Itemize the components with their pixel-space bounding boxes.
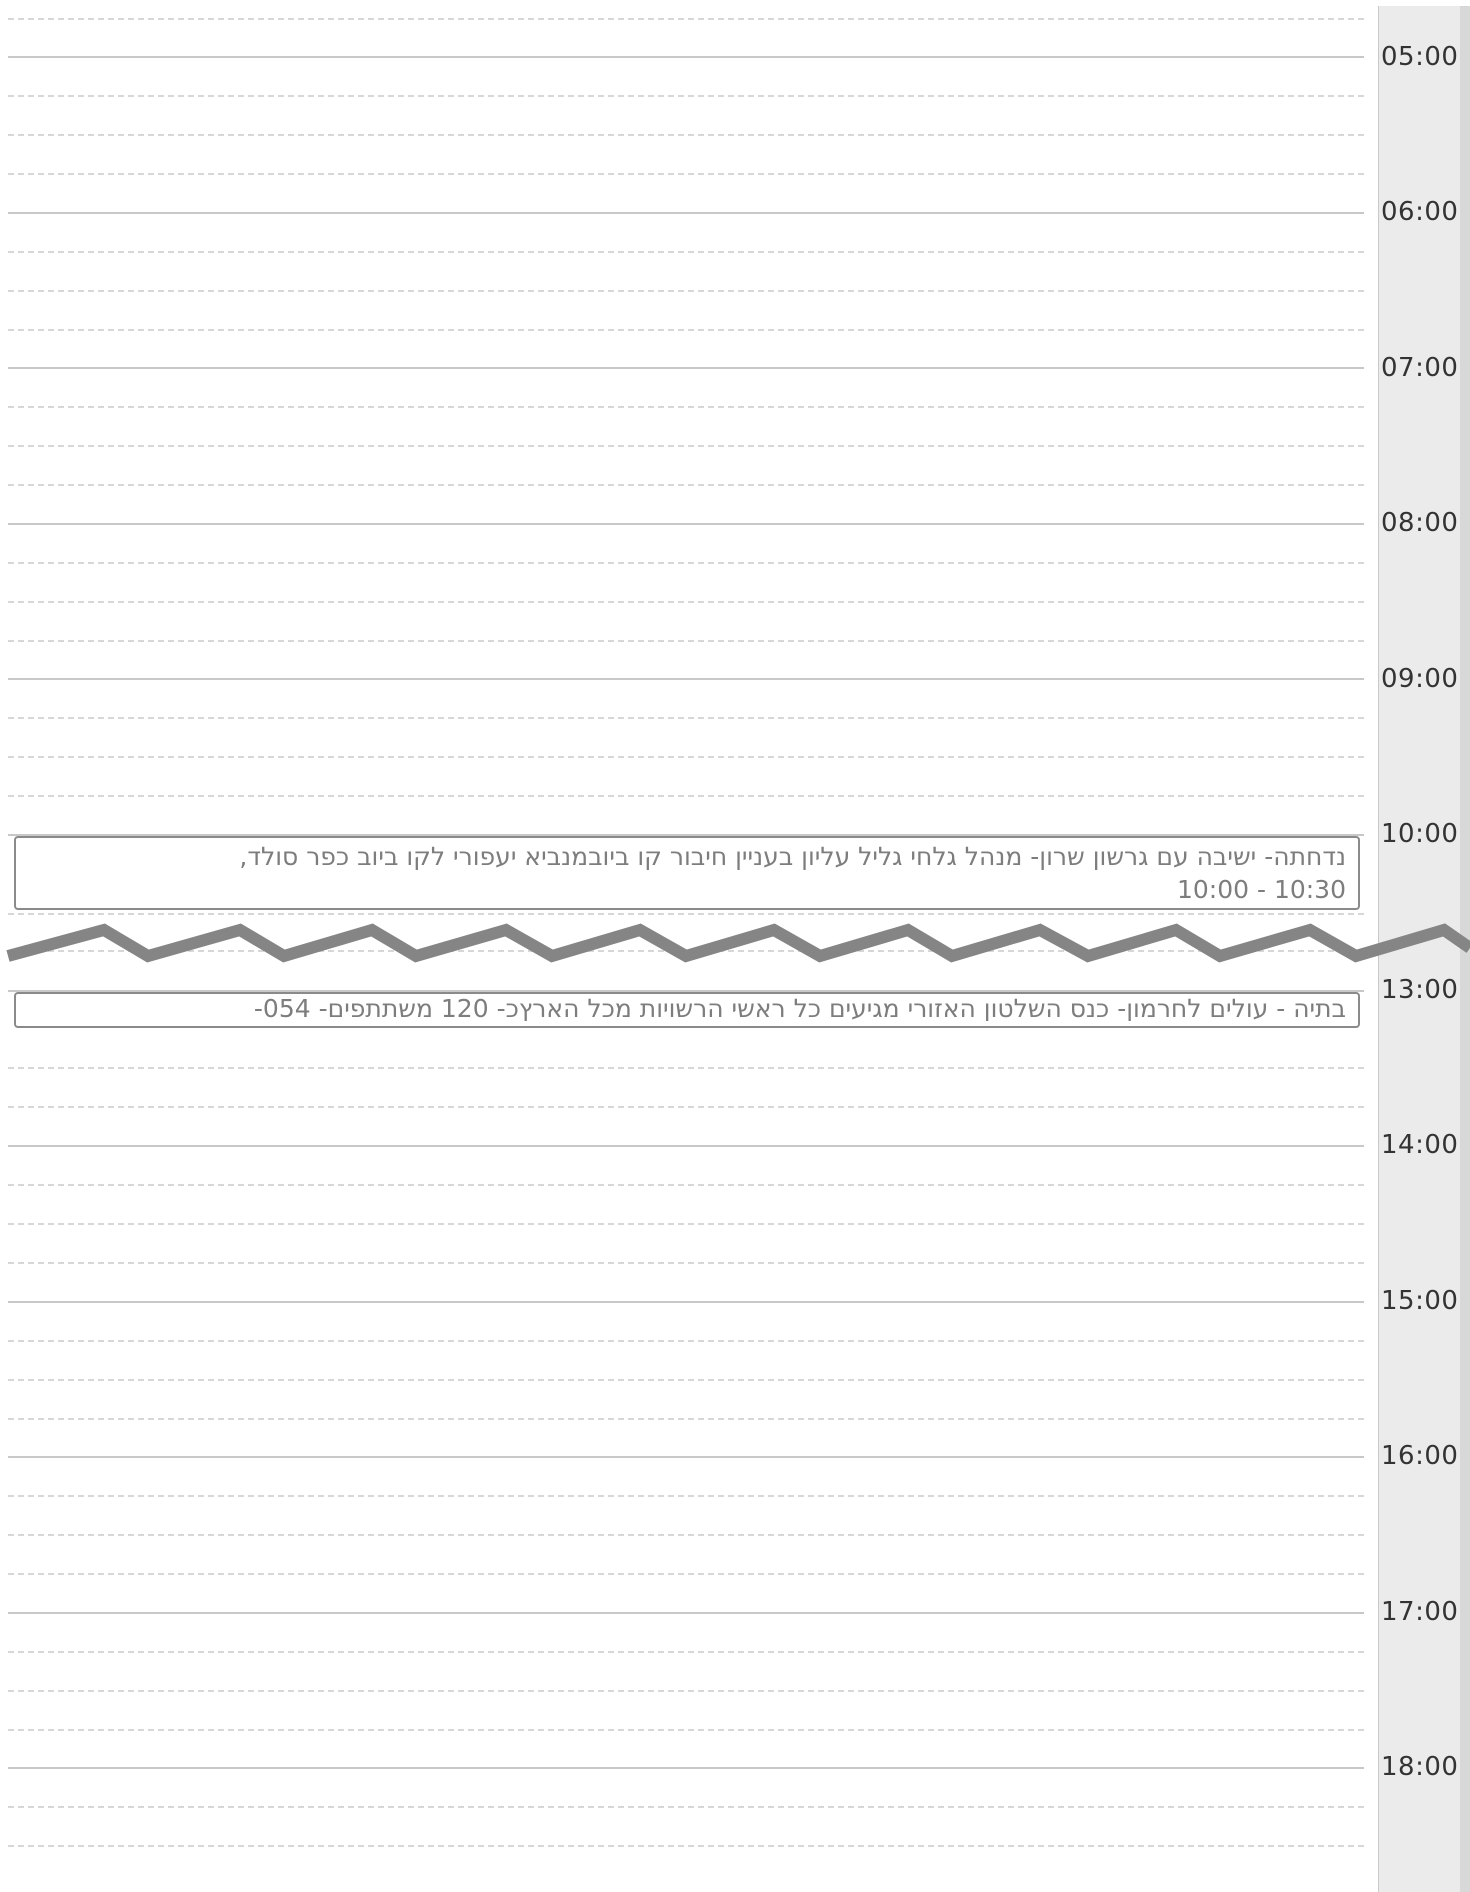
slot-line [8, 1106, 1364, 1108]
slot-line [8, 1690, 1364, 1692]
hour-line-13 [8, 990, 1364, 992]
hour-line-07 [8, 367, 1364, 369]
time-label: 17:00 [1381, 1597, 1459, 1627]
slot-line [8, 1067, 1364, 1069]
event-time: 10:00 - 10:30 [1176, 875, 1346, 904]
slot-line [8, 251, 1364, 253]
hour-line-09 [8, 678, 1364, 680]
hour-line-16 [8, 1456, 1364, 1458]
slot-line [8, 756, 1364, 758]
hour-line-06 [8, 212, 1364, 214]
slot-line [8, 1262, 1364, 1264]
hour-line-10 [8, 834, 1364, 836]
slot-line [8, 717, 1364, 719]
slot-line [8, 406, 1364, 408]
time-label: 08:00 [1381, 508, 1459, 538]
time-label: 06:00 [1381, 197, 1459, 227]
hour-line-15 [8, 1301, 1364, 1303]
slot-line [8, 1340, 1364, 1342]
hour-line-14 [8, 1145, 1364, 1147]
time-label: 10:00 [1381, 819, 1459, 849]
slot-line [8, 1845, 1364, 1847]
slot-line [8, 640, 1364, 642]
slot-line [8, 18, 1364, 20]
slot-line [8, 95, 1364, 97]
slot-line [8, 484, 1364, 486]
hour-line-08 [8, 523, 1364, 525]
time-label: 07:00 [1381, 353, 1459, 383]
slot-line [8, 913, 1364, 915]
slot-line [8, 1651, 1364, 1653]
slot-line [8, 1184, 1364, 1186]
slot-line [8, 1573, 1364, 1575]
hour-line-18 [8, 1767, 1364, 1769]
time-label: 09:00 [1381, 664, 1459, 694]
slot-line [8, 1223, 1364, 1225]
hour-line-05 [8, 56, 1364, 58]
time-label: 18:00 [1381, 1752, 1459, 1782]
slot-line [8, 290, 1364, 292]
zigzag-break-icon [6, 923, 1470, 963]
event-title: בתיה - עולים לחרמון- כנס השלטון האזורי מ… [253, 996, 1346, 1021]
slot-line [8, 1495, 1364, 1497]
break-zigzag-line [6, 923, 1470, 963]
slot-line [8, 1418, 1364, 1420]
slot-line [8, 1729, 1364, 1731]
slot-line [8, 1379, 1364, 1381]
time-label: 05:00 [1381, 42, 1459, 72]
time-label: 16:00 [1381, 1441, 1459, 1471]
slot-line [8, 601, 1364, 603]
slot-line [8, 1806, 1364, 1808]
event-title: נדחתה- ישיבה עם גרשון שרון- מנהל גלחי גל… [239, 842, 1346, 871]
slot-line [8, 1534, 1364, 1536]
slot-line [8, 173, 1364, 175]
time-label: 13:00 [1381, 975, 1459, 1005]
slot-line [8, 445, 1364, 447]
slot-line [8, 795, 1364, 797]
slot-line [8, 562, 1364, 564]
slot-line [8, 134, 1364, 136]
hour-line-17 [8, 1612, 1364, 1614]
slot-line [8, 329, 1364, 331]
calendar-event[interactable]: בתיה - עולים לחרמון- כנס השלטון האזורי מ… [14, 992, 1360, 1028]
time-label: 14:00 [1381, 1130, 1459, 1160]
time-label: 15:00 [1381, 1286, 1459, 1316]
calendar-event[interactable]: נדחתה- ישיבה עם גרשון שרון- מנהל גלחי גל… [14, 836, 1360, 910]
